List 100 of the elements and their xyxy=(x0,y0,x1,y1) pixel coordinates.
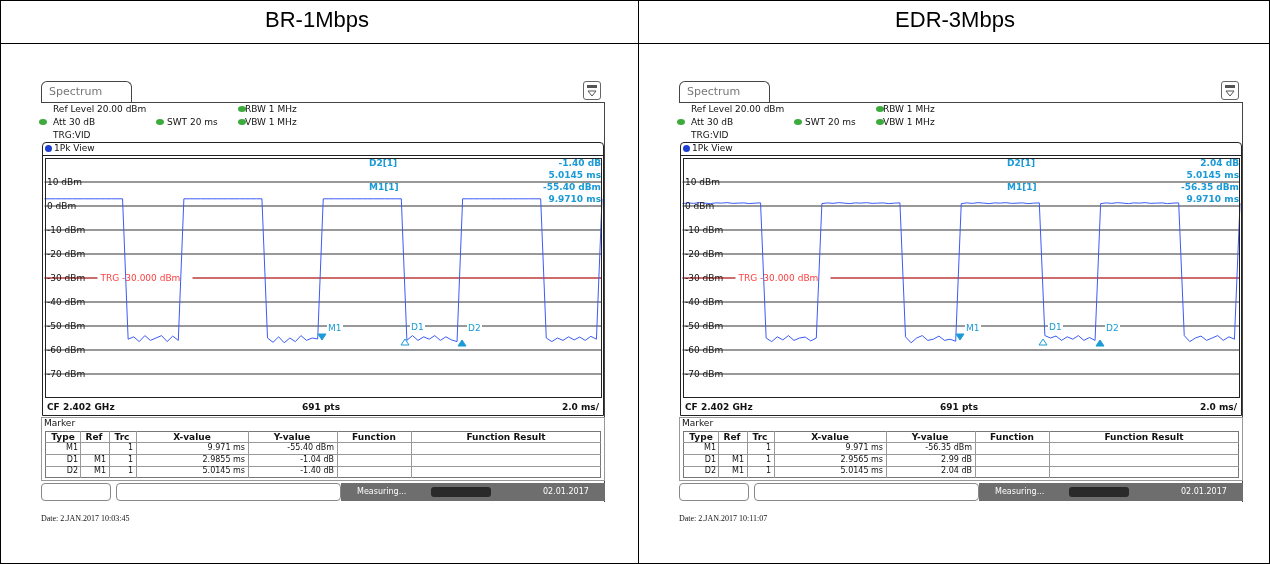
text: 1 xyxy=(765,466,771,477)
text: SWT 20 ms xyxy=(805,116,856,128)
annotation: 9.9710 ms xyxy=(548,193,601,205)
text: 02.01.2017 xyxy=(1181,487,1227,498)
annotation: D2[1] xyxy=(369,157,398,169)
text: Ref xyxy=(85,431,103,443)
annotation: D1 xyxy=(1048,322,1063,332)
y-tick-label: -20 dBm xyxy=(685,249,724,259)
text: Y-value xyxy=(273,431,311,443)
text: RBW 1 MHz xyxy=(245,103,297,115)
text: 1 xyxy=(127,466,133,477)
text: TRG:VID xyxy=(53,129,91,141)
text: Function xyxy=(990,431,1034,443)
text: Type xyxy=(51,431,75,443)
y-tick-label: -70 dBm xyxy=(685,369,724,379)
text: 9.971 ms xyxy=(845,443,883,454)
text: -55.40 dBm xyxy=(287,443,334,454)
annotation: -1.40 dB xyxy=(558,157,601,169)
text: CF 2.402 GHz xyxy=(47,401,115,413)
y-tick-label: 0 dBm xyxy=(47,201,77,211)
text: 9.971 ms xyxy=(207,443,245,454)
text: Ref xyxy=(723,431,741,443)
text: Trc xyxy=(114,431,130,443)
y-tick-label: -60 dBm xyxy=(47,345,86,355)
text: CF 2.402 GHz xyxy=(685,401,753,413)
annotation: D2[1] xyxy=(1007,157,1036,169)
text: RBW 1 MHz xyxy=(883,103,935,115)
text: Spectrum xyxy=(49,85,103,99)
text: 1 xyxy=(765,455,771,466)
text: Function Result xyxy=(1104,431,1184,443)
text: Function Result xyxy=(466,431,546,443)
text: D1 xyxy=(66,455,78,466)
text: Trc xyxy=(752,431,768,443)
text: Marker xyxy=(682,417,714,429)
text: Spectrum xyxy=(687,85,741,99)
text: M1 xyxy=(732,455,744,466)
text: D2 xyxy=(66,466,78,477)
text: 2.9565 ms xyxy=(840,455,883,466)
chart-title: BR-1Mbps xyxy=(264,7,370,33)
annotation: D1 xyxy=(410,322,425,332)
text: Date: 2.JAN.2017 10:03:45 xyxy=(41,514,130,525)
y-tick-label: -40 dBm xyxy=(47,297,86,307)
text: -1.04 dB xyxy=(300,455,334,466)
text: 1 xyxy=(765,443,771,454)
text: 5.0145 ms xyxy=(840,466,883,477)
chart-title: EDR-3Mbps xyxy=(894,7,1016,33)
y-tick-label: -70 dBm xyxy=(47,369,86,379)
annotation: M1 xyxy=(327,323,343,333)
text: M1 xyxy=(704,443,716,454)
annotation: 5.0145 ms xyxy=(1186,169,1239,181)
text: 2.04 dB xyxy=(941,466,972,477)
text: Function xyxy=(352,431,396,443)
annotation: D2 xyxy=(1105,323,1120,333)
annotation: -55.40 dBm xyxy=(542,181,601,193)
text: Ref Level 20.00 dBm xyxy=(53,103,147,115)
annotation: M1[1] xyxy=(369,181,399,193)
y-tick-label: 10 dBm xyxy=(47,177,82,187)
text: Measuring... xyxy=(357,487,407,498)
text: 2.9855 ms xyxy=(202,455,245,466)
text: 691 pts xyxy=(939,401,979,413)
text: 2.0 ms/ xyxy=(1199,401,1237,413)
text: Y-value xyxy=(911,431,949,443)
y-tick-label: 10 dBm xyxy=(685,177,720,187)
y-tick-label: -50 dBm xyxy=(47,321,86,331)
text: M1 xyxy=(732,466,744,477)
text: VBW 1 MHz xyxy=(245,116,297,128)
text: SWT 20 ms xyxy=(167,116,218,128)
text: Type xyxy=(689,431,713,443)
text: -1.40 dB xyxy=(300,466,334,477)
y-tick-label: -10 dBm xyxy=(47,225,86,235)
text: Date: 2.JAN.2017 10:11:07 xyxy=(679,514,768,525)
text: TRG:VID xyxy=(691,129,729,141)
annotation: 2.04 dB xyxy=(1200,157,1239,169)
annotation: 5.0145 ms xyxy=(548,169,601,181)
text: M1 xyxy=(66,443,78,454)
y-tick-label: -40 dBm xyxy=(685,297,724,307)
text: 2.99 dB xyxy=(941,455,972,466)
text: 1 xyxy=(127,455,133,466)
annotation: M1 xyxy=(965,323,981,333)
text: X-value xyxy=(173,431,211,443)
text: 691 pts xyxy=(301,401,341,413)
text: Measuring... xyxy=(995,487,1045,498)
text: -56.35 dBm xyxy=(925,443,972,454)
text: 02.01.2017 xyxy=(543,487,589,498)
text: 2.0 ms/ xyxy=(561,401,599,413)
text: M1 xyxy=(94,466,106,477)
y-tick-label: -60 dBm xyxy=(685,345,724,355)
annotation: D2 xyxy=(467,323,482,333)
y-tick-label: 0 dBm xyxy=(685,201,715,211)
text: M1 xyxy=(94,455,106,466)
text: Att 30 dB xyxy=(691,116,734,128)
text: 5.0145 ms xyxy=(202,466,245,477)
text: Marker xyxy=(44,417,76,429)
text: X-value xyxy=(811,431,849,443)
text: D2 xyxy=(704,466,716,477)
text: 1Pk View xyxy=(692,142,733,154)
text: Att 30 dB xyxy=(53,116,96,128)
annotation: -56.35 dBm xyxy=(1180,181,1239,193)
y-tick-label: -10 dBm xyxy=(685,225,724,235)
text: 1 xyxy=(127,443,133,454)
